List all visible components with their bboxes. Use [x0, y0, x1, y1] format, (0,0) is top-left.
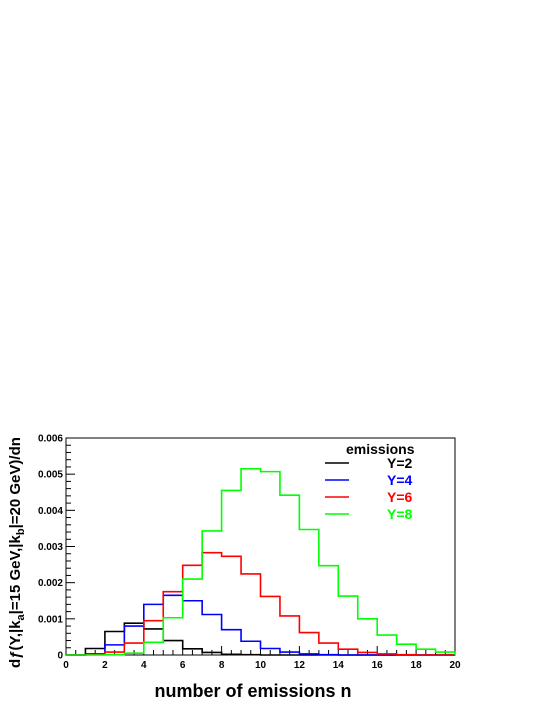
y-tick-label: 0.004 [38, 506, 63, 517]
y-axis: 0 0.001 0.002 0.003 0.004 0.005 0.006 [38, 434, 75, 662]
y-tick-label: 0.002 [38, 578, 63, 589]
series-group [66, 467, 456, 656]
x-tick-label: 18 [411, 660, 423, 671]
series-line-y-8 [66, 467, 456, 656]
y-axis-title-part-1: dƒ(Y,|k [7, 620, 24, 668]
x-axis-title: number of emissions n [154, 681, 351, 701]
legend-label: Y=2 [387, 455, 413, 471]
series-line-y-4 [66, 594, 455, 656]
legend-title: emissions [346, 441, 415, 457]
y-tick-label: 0 [57, 651, 63, 662]
y-tick-label: 0.006 [38, 434, 63, 445]
x-tick-label: 12 [294, 660, 306, 671]
x-tick-label: 20 [449, 660, 461, 671]
x-tick-label: 14 [333, 660, 345, 671]
y-axis-title-sub-b: b [15, 528, 27, 535]
legend-label: Y=6 [387, 489, 413, 505]
y-tick-label: 0.003 [38, 542, 63, 553]
x-tick-label: 10 [255, 660, 267, 671]
x-tick-label: 2 [102, 660, 108, 671]
x-tick-label: 8 [219, 660, 225, 671]
y-tick-label: 0.001 [38, 614, 63, 625]
legend-label: Y=4 [387, 472, 413, 488]
legend-label: Y=8 [387, 506, 413, 522]
x-tick-label: 0 [63, 660, 69, 671]
y-axis-title: dƒ(Y,|ka|=15 GeV,|kb|=20 GeV)/dn [7, 437, 27, 668]
y-axis-title-sub-a: a [15, 613, 27, 620]
legend: emissions Y=2Y=4Y=6Y=8 [325, 441, 415, 522]
y-axis-title-part-3: |=20 GeV)/dn [7, 437, 24, 528]
series-line-y-6 [66, 551, 455, 656]
y-tick-label: 0.005 [38, 470, 63, 481]
x-axis: 0 2 4 6 8 10 12 14 16 18 20 [63, 646, 461, 671]
x-tick-label: 16 [372, 660, 384, 671]
x-tick-label: 4 [141, 660, 147, 671]
x-tick-label: 6 [180, 660, 186, 671]
y-axis-title-part-2: |=15 GeV,|k [7, 535, 24, 615]
